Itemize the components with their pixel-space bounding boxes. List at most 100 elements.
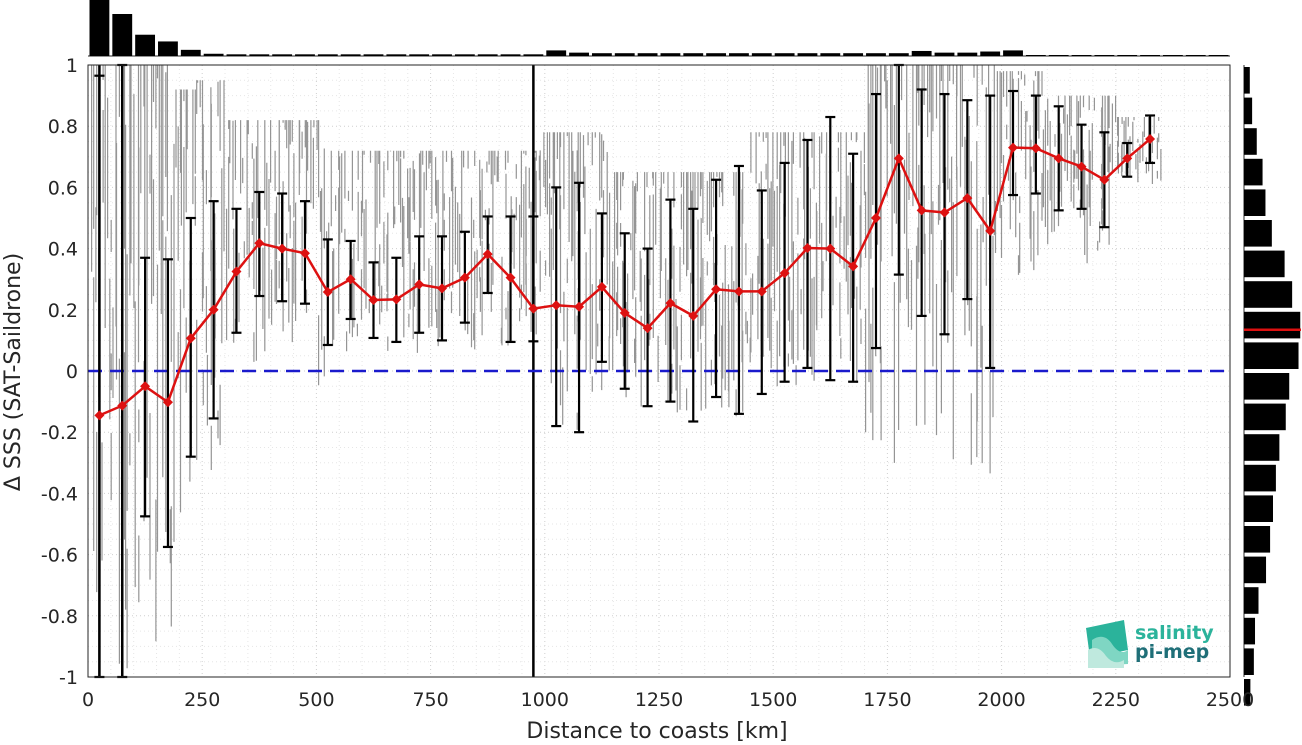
y-tick-labels: -1 -0.8 -0.6 -0.4 -0.2 0 0.2 0.4 0.6 0.8 1 [41,55,78,689]
right-hist-bar [1244,158,1263,186]
top-hist-bar [158,41,178,56]
top-hist-bar [295,54,315,56]
series-marker [459,272,470,283]
y-tick-label: 0 [66,361,78,383]
series-marker [665,298,676,309]
top-hist-bar [454,54,475,56]
right-hist-bar [1244,495,1273,522]
series-marker [322,287,333,298]
series-marker [711,284,722,295]
y-axis-label: Δ SSS (SAT-Saildrone) [1,253,26,491]
y-tick-label: -1 [59,667,78,689]
series-marker [848,261,859,272]
series-marker [414,279,425,290]
top-hist-bar [888,53,909,56]
series-marker [117,400,128,411]
top-hist-bar [340,54,361,56]
y-tick-label: -0.4 [41,483,78,505]
x-tick-label: 1500 [749,689,797,711]
x-tick-label: 2500 [1206,689,1254,711]
series-marker [1008,142,1019,153]
top-hist-bar [591,53,612,56]
top-hist-bar [614,53,635,56]
series-marker [162,397,173,408]
x-tick-label: 250 [184,689,220,711]
series-marker [277,243,288,254]
y-tick-label: -0.6 [41,545,78,567]
series-marker [574,301,585,312]
top-hist-bar [226,54,247,56]
top-hist-bar [1208,55,1229,56]
scatter-points [91,65,1162,669]
top-hist-bar [637,53,658,56]
salinity-pi-mep-logo: salinity pi-mep [1086,620,1214,668]
series-marker [779,268,790,279]
right-hist-bar [1244,587,1259,614]
right-hist-bar [1244,128,1257,155]
top-hist-bar [112,14,133,56]
series-marker [870,213,881,223]
series-marker [505,272,516,283]
right-hist-bar [1244,281,1293,308]
top-hist-bar [866,53,886,56]
y-tick-label: -0.2 [41,422,78,444]
top-hist-bar [1025,55,1046,56]
series-marker [1076,161,1087,172]
series-mean [94,134,1156,421]
y-tick-label: 0.6 [48,177,78,199]
right-hist-bar [1244,617,1256,645]
top-hist-bar [1162,55,1183,56]
top-hist-bar [135,34,156,56]
y-tick-label: 0.8 [48,116,78,138]
logo-wave-icon [1086,620,1128,668]
top-hist-bar [1003,50,1023,56]
series-marker [1099,174,1110,185]
top-hist-bar [774,53,795,56]
series-marker [437,283,448,294]
series-marker [254,238,265,249]
right-hist-bar [1244,67,1250,94]
top-hist-bar [1048,55,1069,56]
top-hist-bar [1185,55,1206,56]
top-hist-bar [660,53,681,56]
series-marker [939,207,950,218]
y-tick-label: 0.2 [48,300,78,322]
top-hist-bar [980,51,1001,56]
top-hist-bar [500,54,521,56]
series-marker [391,294,402,305]
top-hist-bar [797,53,818,56]
x-tick-label: 750 [412,689,448,711]
x-tick-label: 2250 [1092,689,1140,711]
top-hist-bar [934,52,955,56]
right-hist-bar [1244,556,1267,584]
top-hist-bar [523,54,544,56]
top-hist-bar [409,54,430,56]
right-hist-bar [1244,373,1290,400]
plot-border [87,64,1231,678]
right-hist-bar [1244,464,1276,492]
top-hist-bar [683,53,704,56]
series-marker [733,286,744,297]
x-tick-label: 2000 [977,689,1025,711]
top-hist-bar [911,50,932,56]
right-hist-bar [1244,311,1301,339]
top-hist-bar [1117,55,1138,56]
series-marker [185,333,196,344]
top-hist-bar [546,50,567,56]
right-hist-bar [1244,526,1271,553]
top-hist-bar [203,53,224,56]
right-hist-bar [1244,434,1280,461]
top-hist-bar [180,49,201,56]
top-hist-bar [477,54,498,56]
top-hist-bar [386,54,407,56]
x-tick-label: 1750 [863,689,911,711]
series-marker [1030,143,1041,154]
series-marker [140,381,151,392]
top-hist-bar [272,54,293,56]
top-hist-bar [751,53,772,56]
top-hist-bar [249,54,270,56]
top-hist-bar [1140,55,1160,56]
right-hist-bar [1244,342,1299,369]
right-hist-bar [1244,97,1253,125]
